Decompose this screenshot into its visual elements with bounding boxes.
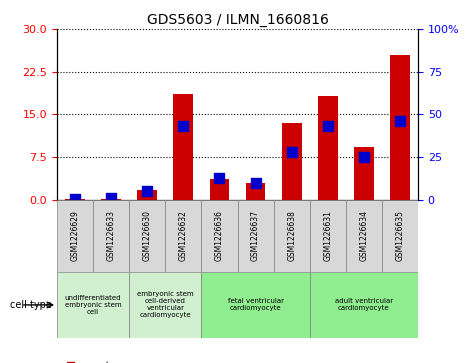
Bar	[310, 272, 418, 338]
Text: embryonic stem
cell-derived
ventricular
cardiomyocyte: embryonic stem cell-derived ventricular …	[137, 291, 194, 318]
Text: GSM1226638: GSM1226638	[287, 211, 296, 261]
Bar	[101, 199, 121, 200]
Bar	[201, 272, 310, 338]
Bar	[93, 200, 129, 272]
Bar	[129, 200, 165, 272]
Text: fetal ventricular
cardiomyocyte: fetal ventricular cardiomyocyte	[228, 298, 284, 311]
Text: GSM1226631: GSM1226631	[323, 211, 332, 261]
Point	[107, 195, 115, 200]
Bar	[274, 200, 310, 272]
Point	[180, 123, 187, 129]
Bar	[354, 147, 374, 200]
Point	[71, 196, 79, 202]
Text: GSM1226633: GSM1226633	[107, 211, 115, 261]
Bar	[57, 272, 129, 338]
Text: GSM1226635: GSM1226635	[396, 211, 404, 261]
Point	[288, 149, 295, 155]
Point	[396, 118, 404, 124]
Text: cell type: cell type	[10, 300, 52, 310]
Bar	[238, 200, 274, 272]
Bar	[173, 94, 193, 200]
Point	[252, 180, 259, 185]
Text: GSM1226634: GSM1226634	[360, 211, 368, 261]
Text: GSM1226630: GSM1226630	[143, 211, 152, 261]
Bar	[201, 200, 238, 272]
Bar	[390, 54, 410, 200]
Bar	[310, 200, 346, 272]
Title: GDS5603 / ILMN_1660816: GDS5603 / ILMN_1660816	[147, 13, 328, 26]
Bar	[165, 200, 201, 272]
Bar	[246, 183, 266, 200]
Point	[216, 175, 223, 181]
Bar	[65, 199, 85, 200]
Bar	[129, 272, 201, 338]
Text: adult ventricular
cardiomyocyte: adult ventricular cardiomyocyte	[335, 298, 393, 311]
Text: GSM1226632: GSM1226632	[179, 211, 188, 261]
Text: GSM1226637: GSM1226637	[251, 211, 260, 261]
Point	[360, 154, 368, 160]
Bar	[282, 123, 302, 200]
Text: GSM1226636: GSM1226636	[215, 211, 224, 261]
Text: GSM1226629: GSM1226629	[71, 211, 79, 261]
Bar	[57, 200, 93, 272]
Point	[324, 123, 332, 129]
Bar	[346, 200, 382, 272]
Bar	[318, 96, 338, 200]
Legend: count, percentile rank within the sample: count, percentile rank within the sample	[66, 360, 247, 363]
Text: undifferentiated
embryonic stem
cell: undifferentiated embryonic stem cell	[65, 295, 122, 315]
Bar	[137, 190, 157, 200]
Point	[143, 188, 151, 194]
Bar	[382, 200, 418, 272]
Bar	[209, 179, 229, 200]
